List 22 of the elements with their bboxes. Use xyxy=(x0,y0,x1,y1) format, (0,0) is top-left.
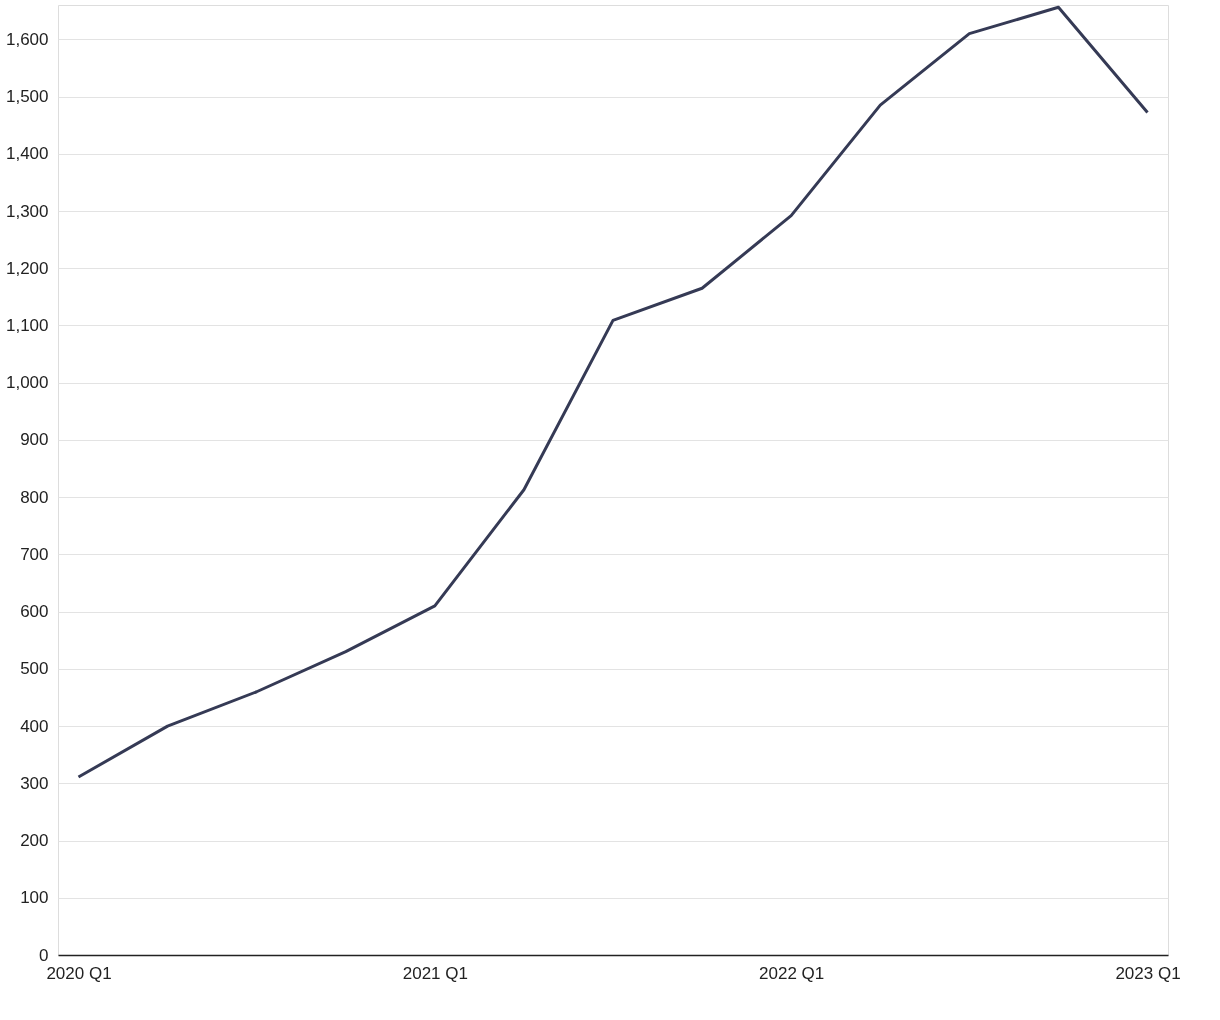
y-tick-label: 1,200 xyxy=(5,258,49,278)
y-tick-label: 300 xyxy=(20,773,49,793)
y-tick-label: 500 xyxy=(20,659,49,679)
y-tick-label: 0 xyxy=(39,945,49,965)
y-tick-label: 800 xyxy=(20,487,49,507)
y-tick-label: 200 xyxy=(20,831,49,851)
y-tick-label: 400 xyxy=(20,716,49,736)
y-tick-label: 600 xyxy=(20,602,49,622)
y-tick-label: 1,300 xyxy=(5,201,49,221)
x-tick-label: 2021 Q1 xyxy=(402,963,468,983)
y-tick-label: 100 xyxy=(20,888,49,908)
x-tick-label: 2023 Q1 xyxy=(1115,963,1181,983)
y-tick-label: 700 xyxy=(20,544,49,564)
x-tick-label: 2022 Q1 xyxy=(759,963,825,983)
y-tick-label: 1,500 xyxy=(5,87,49,107)
y-tick-label: 900 xyxy=(20,430,49,450)
y-tick-label: 1,100 xyxy=(5,315,49,335)
y-tick-label: 1,400 xyxy=(5,144,49,164)
y-tick-label: 1,000 xyxy=(5,373,49,393)
x-tick-label: 2020 Q1 xyxy=(46,963,112,983)
y-tick-label: 1,600 xyxy=(5,29,49,49)
line-series xyxy=(76,5,1150,779)
